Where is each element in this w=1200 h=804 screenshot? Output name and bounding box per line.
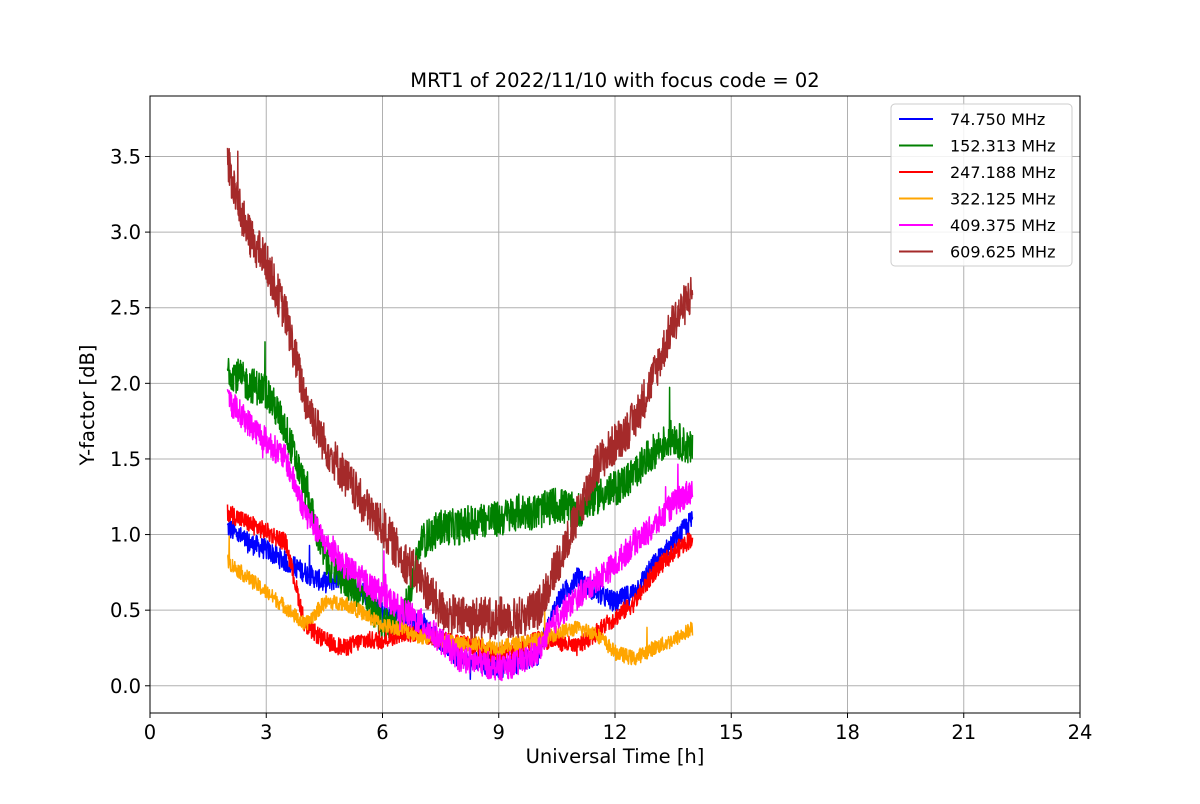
chart-title: MRT1 of 2022/11/10 with focus code = 02: [410, 69, 819, 92]
y-tick-label: 2.5: [110, 297, 141, 320]
legend-entry: 322.125 MHz: [899, 190, 1055, 209]
y-tick-label: 1.0: [110, 524, 141, 547]
y-tick-label: 1.5: [110, 448, 141, 471]
legend-entries: 74.750 MHz 152.313 MHz 247.188 MHz 322.125 …: [899, 110, 1055, 262]
series-1: [226, 341, 694, 642]
y-axis-label: Y-factor [dB]: [76, 345, 99, 467]
legend-entry: 152.313 MHz: [899, 137, 1055, 156]
x-tick-label: 21: [951, 721, 976, 744]
legend-label: 409.375 MHz: [950, 216, 1055, 235]
y-tick-label: 0.0: [110, 675, 141, 698]
x-tick-label: 15: [719, 721, 744, 744]
legend-label: 609.625 MHz: [950, 243, 1055, 262]
series-line: [226, 341, 694, 642]
series-line: [226, 147, 694, 640]
x-tick-label: 12: [603, 721, 628, 744]
legend-label: 247.188 MHz: [950, 163, 1055, 182]
legend-entry: 74.750 MHz: [899, 110, 1045, 129]
legend-entry: 609.625 MHz: [899, 243, 1055, 262]
series-3: [227, 535, 694, 666]
x-tick-label: 3: [260, 721, 272, 744]
legend: 74.750 MHz 152.313 MHz 247.188 MHz 322.125 …: [890, 103, 1073, 267]
legend-entry: 247.188 MHz: [899, 163, 1055, 182]
ticks: 0 3 6 9 12 15 18 21 24 0.0 0.5 1.0 1.5 2.0 2.5 3.0 3.5: [110, 145, 1092, 744]
x-tick-label: 6: [376, 721, 388, 744]
series-line: [227, 535, 694, 666]
x-tick-label: 9: [493, 721, 505, 744]
legend-entry: 409.375 MHz: [899, 216, 1055, 235]
y-tick-label: 2.0: [110, 372, 141, 395]
series-5: [226, 147, 694, 640]
legend-box: [890, 103, 1073, 267]
series-layer: [226, 147, 694, 682]
y-tick-label: 0.5: [110, 599, 141, 622]
series-4: [226, 388, 694, 682]
x-axis-label: Universal Time [h]: [526, 745, 705, 768]
series-line: [226, 388, 694, 682]
legend-label: 322.125 MHz: [950, 190, 1055, 209]
x-tick-label: 24: [1068, 721, 1093, 744]
y-tick-label: 3.5: [110, 145, 141, 168]
legend-label: 74.750 MHz: [950, 110, 1045, 129]
legend-label: 152.313 MHz: [950, 137, 1055, 156]
x-tick-label: 0: [144, 721, 156, 744]
y-tick-label: 3.0: [110, 221, 141, 244]
x-tick-label: 18: [835, 721, 860, 744]
